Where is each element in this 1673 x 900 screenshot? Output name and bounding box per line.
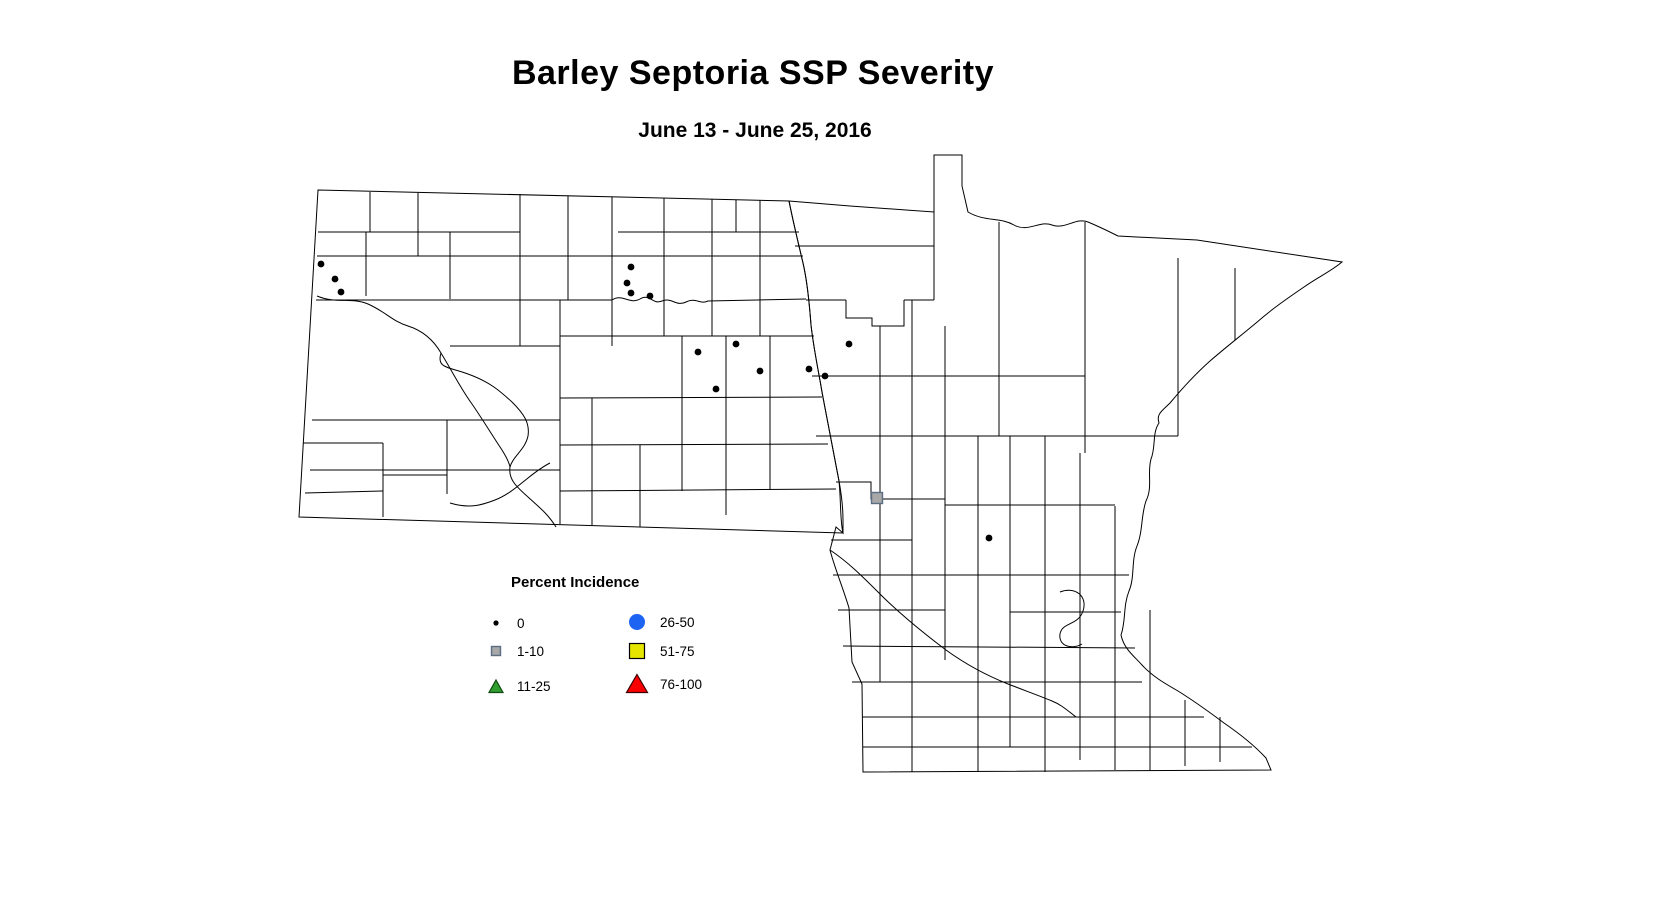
legend-item-label: 11-25 (517, 678, 551, 694)
map-point-0 (627, 263, 635, 271)
north-dakota-outline (298, 189, 844, 534)
map-point-0 (331, 275, 339, 283)
map-point-0 (317, 260, 325, 268)
date-range-subtitle: June 13 - June 25, 2016 (638, 119, 872, 142)
legend-item-76-100: 76-100 (624, 671, 702, 697)
map-point-0 (985, 534, 993, 542)
gray-square-icon (490, 645, 502, 657)
map-point-0 (821, 372, 829, 380)
map-point-0 (805, 365, 813, 373)
legend-item-label: 26-50 (660, 614, 695, 630)
map-point-0 (845, 340, 853, 348)
legend-item-0: 0 (485, 610, 525, 636)
map-point-0 (732, 340, 740, 348)
map-points-layer (317, 260, 993, 542)
yellow-square-icon (628, 642, 646, 660)
legend-item-26-50: 26-50 (624, 609, 695, 635)
red-triangle-icon (625, 673, 649, 694)
page-title: Barley Septoria SSP Severity (511, 54, 995, 92)
legend-title: Percent Incidence (511, 574, 640, 591)
legend-item-label: 51-75 (660, 643, 695, 659)
map-point-0 (623, 279, 631, 287)
legend-item-label: 1-10 (517, 643, 545, 659)
map-point-0 (627, 289, 635, 297)
blue-circle-icon (629, 614, 645, 630)
map-point-0 (756, 367, 764, 375)
minnesota-outline (788, 154, 1344, 773)
green-triangle-icon (487, 678, 505, 694)
legend-item-label: 0 (517, 615, 525, 631)
map-point-1-10 (870, 491, 884, 505)
legend-item-51-75: 51-75 (624, 638, 695, 664)
map-point-0 (694, 348, 702, 356)
map-point-0 (646, 292, 654, 300)
map-point-0 (712, 385, 720, 393)
map-point-0 (337, 288, 345, 296)
legend-item-1-10: 1-10 (485, 638, 544, 664)
legend-item-11-25: 11-25 (485, 673, 551, 699)
legend-item-label: 76-100 (660, 676, 703, 692)
zero-dot-icon (493, 620, 499, 626)
